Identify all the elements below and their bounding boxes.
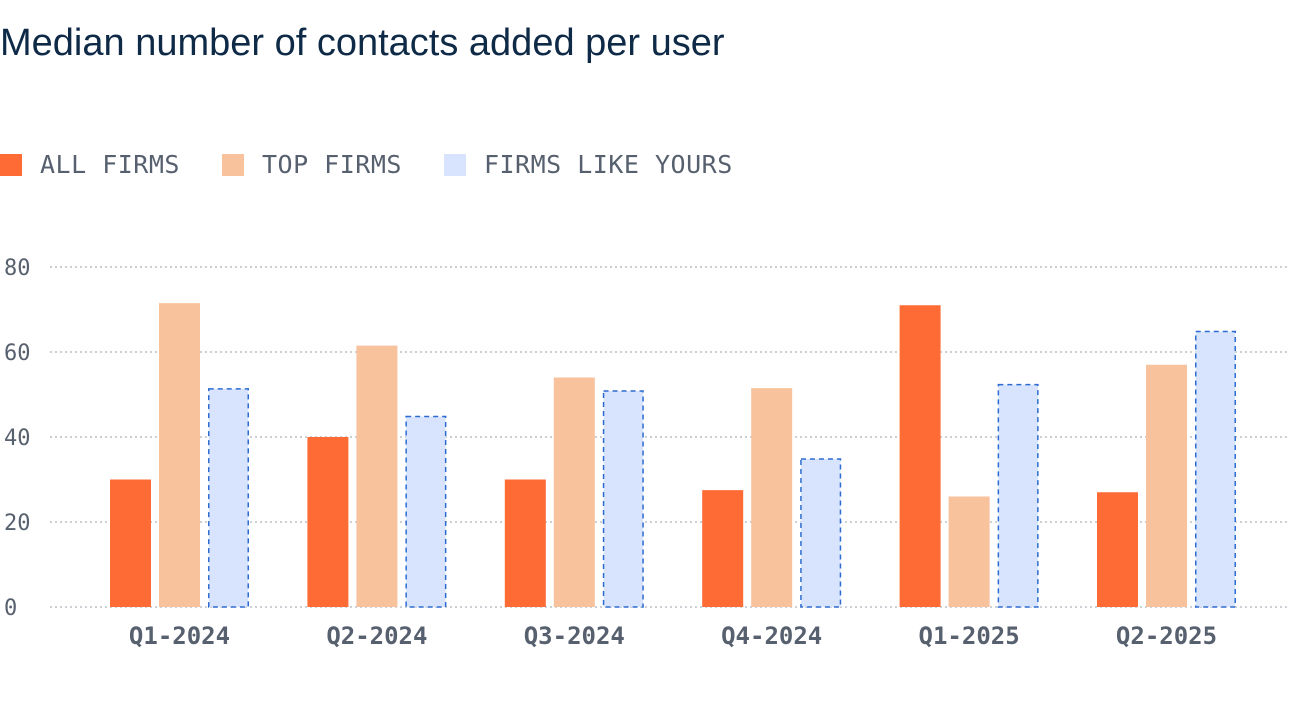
bar-firms-like-yours-q4-2024 (800, 458, 842, 608)
bar-firms-like-yours-q3-2024 (602, 390, 644, 608)
legend-swatch-firms-like-yours (443, 153, 466, 176)
x-tick-label-q1-2025: Q1-2025 (919, 622, 1020, 650)
legend-swatch-all-firms (0, 153, 22, 176)
bar-top-firms-q2-2024 (356, 345, 398, 607)
x-tick-label-q2-2024: Q2-2024 (326, 622, 427, 650)
bar-all-firms-q2-2025 (1097, 492, 1138, 607)
x-tick-label-q4-2024: Q4-2024 (721, 622, 822, 650)
legend-swatch-top-firms (221, 153, 244, 176)
chart-title: Median number of contacts added per user (0, 22, 725, 64)
y-tick-label-80: 80 (4, 256, 31, 281)
bar-top-firms-q1-2024 (159, 303, 200, 607)
bar-all-firms-q4-2024 (702, 490, 744, 607)
bar-all-firms-q3-2024 (504, 479, 546, 607)
legend: ALL FIRMS TOP FIRMS FIRMS LIKE YOURS (0, 150, 775, 179)
legend-item-firms-like-yours: FIRMS LIKE YOURS (443, 150, 733, 179)
bar-top-firms-q3-2024 (553, 377, 595, 607)
legend-item-all-firms: ALL FIRMS (0, 150, 180, 179)
y-tick-label-40: 40 (4, 426, 31, 451)
y-tick-label-20: 20 (4, 511, 31, 536)
bar-firms-like-yours-q2-2025 (1195, 330, 1236, 608)
x-tick-label-q3-2024: Q3-2024 (524, 622, 625, 650)
x-tick-label-q1-2024: Q1-2024 (129, 622, 230, 650)
legend-item-top-firms: TOP FIRMS (221, 150, 402, 179)
legend-label-firms-like-yours: FIRMS LIKE YOURS (483, 150, 733, 179)
bar-top-firms-q2-2025 (1146, 364, 1187, 607)
bar-top-firms-q4-2024 (751, 388, 793, 607)
bar-firms-like-yours-q2-2024 (405, 415, 447, 608)
bar-all-firms-q1-2024 (110, 479, 151, 607)
bar-firms-like-yours-q1-2024 (208, 388, 249, 608)
legend-label-top-firms: TOP FIRMS (261, 150, 402, 179)
bar-all-firms-q2-2024 (307, 437, 349, 607)
y-tick-label-0: 0 (4, 596, 17, 621)
bar-firms-like-yours-q1-2025 (997, 383, 1039, 608)
y-tick-label-60: 60 (4, 341, 31, 366)
legend-label-all-firms: ALL FIRMS (40, 150, 180, 179)
bar-top-firms-q1-2025 (948, 496, 990, 607)
x-tick-label-q2-2025: Q2-2025 (1116, 622, 1217, 650)
bar-all-firms-q1-2025 (899, 305, 941, 607)
